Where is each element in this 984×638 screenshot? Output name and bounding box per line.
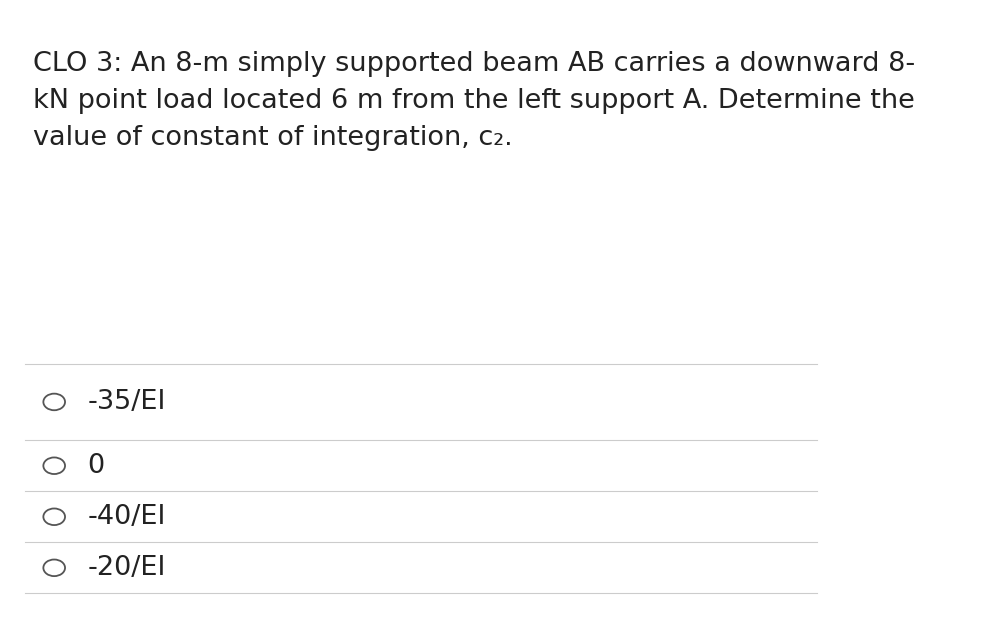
Text: -20/EI: -20/EI <box>88 555 166 581</box>
Text: -40/EI: -40/EI <box>88 504 166 530</box>
Text: 0: 0 <box>88 453 104 478</box>
Text: CLO 3: An 8-m simply supported beam AB carries a downward 8-
kN point load locat: CLO 3: An 8-m simply supported beam AB c… <box>33 51 915 151</box>
Text: -35/EI: -35/EI <box>88 389 166 415</box>
